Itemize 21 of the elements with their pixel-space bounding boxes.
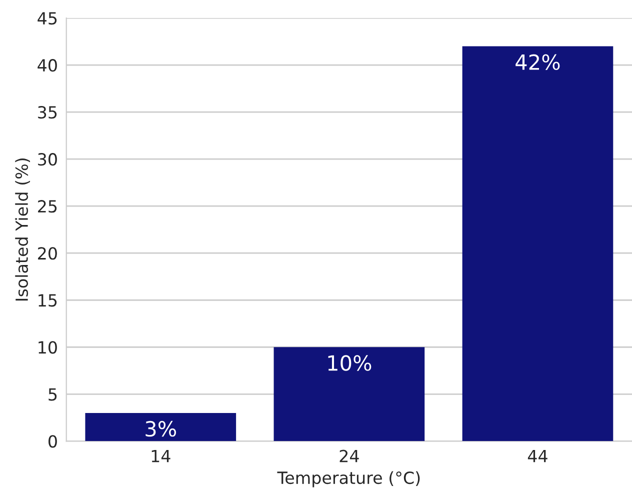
data-label: 42% <box>516 54 560 70</box>
bar <box>274 347 425 442</box>
y-tick-label: 40 <box>38 59 57 72</box>
y-tick-label: 45 <box>38 12 57 25</box>
y-tick-label: 20 <box>38 247 57 260</box>
x-axis-title: Temperature (°C) <box>277 471 420 488</box>
y-tick-label: 5 <box>48 388 57 401</box>
data-label: 10% <box>328 355 372 371</box>
bar <box>85 412 236 442</box>
x-tick-label: 14 <box>152 450 170 462</box>
y-tick-label: 30 <box>38 153 57 166</box>
y-axis-title: Isolated Yield (%) <box>15 158 30 301</box>
x-tick-label: 24 <box>340 450 359 462</box>
y-tick-label: 25 <box>38 200 57 213</box>
y-tick-label: 35 <box>38 106 57 119</box>
bar <box>462 46 614 442</box>
y-tick-label: 15 <box>38 294 57 307</box>
x-tick-label: 44 <box>528 450 548 462</box>
data-label: 3% <box>146 420 176 437</box>
y-tick-label: 0 <box>48 435 57 448</box>
y-tick-label: 10 <box>38 341 57 354</box>
